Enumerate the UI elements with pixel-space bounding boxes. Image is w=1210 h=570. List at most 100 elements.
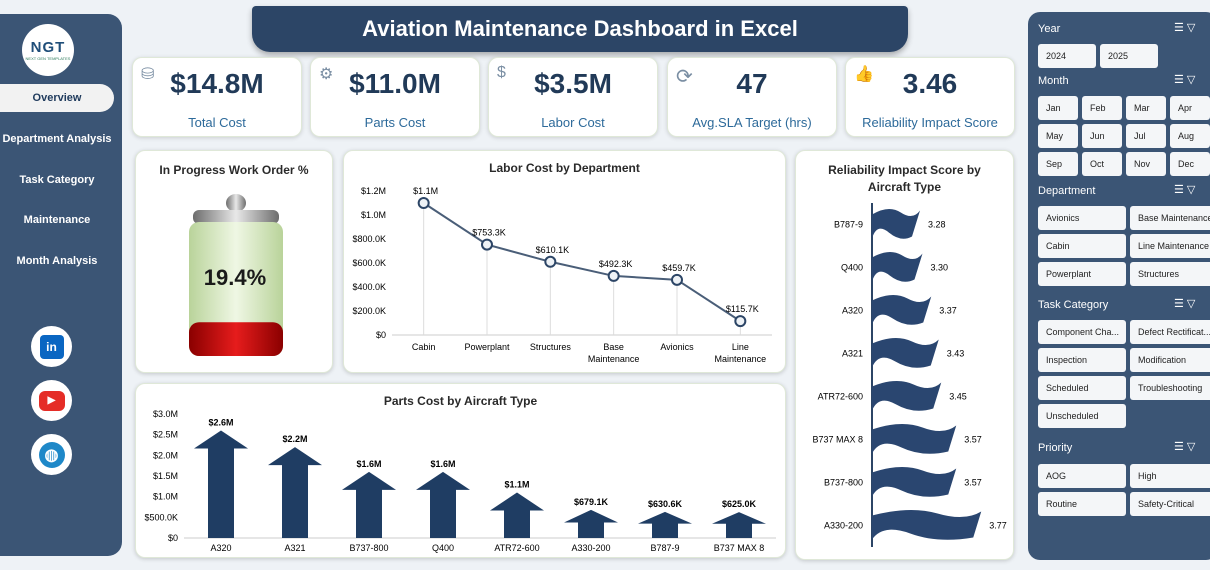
x-tick-label: Base [603, 342, 624, 352]
slicer-year-2024[interactable]: 2024 [1038, 44, 1096, 68]
bar [872, 208, 920, 239]
x-tick-label: B787-9 [650, 543, 679, 553]
slicer-item[interactable]: Oct [1082, 152, 1122, 176]
y-tick-label: $1.2M [361, 186, 386, 196]
slicer-item[interactable]: Routine [1038, 492, 1126, 516]
coins-icon: ⛁ [141, 66, 155, 83]
slicer-item[interactable]: Aug [1170, 124, 1210, 148]
linkedin-button[interactable]: in [31, 326, 72, 367]
slicer-item[interactable]: Structures [1130, 262, 1210, 286]
reliability-chart-card: Reliability Impact Score by Aircraft Typ… [795, 150, 1014, 560]
slicer-item[interactable]: Powerplant [1038, 262, 1126, 286]
x-tick-label: Line [732, 342, 749, 352]
nav-task-category[interactable]: Task Category [19, 174, 95, 186]
slicer-item[interactable]: Inspection [1038, 348, 1126, 372]
labor-cost-chart: $0 $200.0K $400.0K $600.0K $800.0K $1.0M $1.2M… [352, 186, 772, 364]
y-tick-label: Q400 [841, 263, 863, 273]
slicer-item[interactable]: Cabin [1038, 234, 1126, 258]
y-tick-label: A330-200 [824, 521, 863, 531]
data-label: $1.1M [413, 186, 438, 196]
y-tick-label: $1.0M [153, 492, 178, 502]
x-tick-label: A321 [284, 543, 305, 553]
slicer-item[interactable]: Dec [1170, 152, 1210, 176]
kpi-value: $3.5M [534, 68, 612, 99]
y-tick-label: A320 [842, 306, 863, 316]
bar [194, 430, 248, 538]
kpi-value: $11.0M [349, 68, 441, 99]
slicer-item[interactable]: Jul [1126, 124, 1166, 148]
data-label: $2.6M [208, 418, 233, 428]
logo-text: NGT [30, 39, 66, 56]
slicer-year-2025[interactable]: 2025 [1100, 44, 1158, 68]
bar [872, 380, 942, 411]
slicer-item[interactable]: Defect Rectificat... [1130, 320, 1210, 344]
x-tick-label: Avionics [660, 342, 694, 352]
x-tick-label: B737-800 [349, 543, 388, 553]
slicer-item[interactable]: Component Cha... [1038, 320, 1126, 344]
nav-maintenance[interactable]: Maintenance [23, 214, 91, 226]
data-label: 3.30 [931, 263, 949, 273]
nav-department-analysis[interactable]: Department Analysis [2, 133, 112, 145]
data-label: 3.37 [939, 306, 957, 316]
kpi-total-cost: ⛁ $14.8M Total Cost [132, 57, 302, 137]
slicer-item[interactable]: Troubleshooting [1130, 376, 1210, 400]
youtube-button[interactable]: ▶ [31, 380, 72, 421]
data-label: 3.57 [964, 435, 982, 445]
x-tick-label: Cabin [412, 342, 436, 352]
parts-icon: ⚙ [319, 66, 334, 83]
slicer-item[interactable]: Base Maintenance [1130, 206, 1210, 230]
x-tick-label: Powerplant [464, 342, 510, 352]
linkedin-icon: in [39, 334, 64, 359]
slicer-item[interactable]: May [1038, 124, 1078, 148]
slicer-item[interactable]: Scheduled [1038, 376, 1126, 400]
slicer-item[interactable]: Line Maintenance [1130, 234, 1210, 258]
priority-slicer-label: Priority [1038, 442, 1073, 454]
slicer-item[interactable]: Nov [1126, 152, 1166, 176]
slicer-item[interactable]: Jun [1082, 124, 1122, 148]
data-label: $630.6K [648, 499, 683, 509]
slicer-item[interactable]: Unscheduled [1038, 404, 1126, 428]
multiselect-icon[interactable]: ☰ ▽ [1174, 441, 1196, 453]
bar [638, 511, 692, 538]
website-button[interactable]: ◍ [31, 434, 72, 475]
x-tick-label: ATR72-600 [494, 543, 539, 553]
slicer-item[interactable]: Avionics [1038, 206, 1126, 230]
filter-panel: Year ☰ ▽ 2024 2025 Month ☰ ▽ Jan Feb Mar Ap… [1028, 12, 1210, 560]
y-tick-label: $1.0M [361, 210, 386, 220]
slicer-item[interactable]: Jan [1038, 96, 1078, 120]
multiselect-icon[interactable]: ☰ ▽ [1174, 22, 1196, 34]
youtube-icon: ▶ [38, 390, 65, 411]
y-tick-label: $600.0K [352, 258, 386, 268]
bar [872, 251, 923, 282]
data-label: 3.57 [964, 478, 982, 488]
slicer-item[interactable]: Mar [1126, 96, 1166, 120]
bar [268, 447, 322, 538]
bar [342, 471, 396, 538]
company-logo: NGT NEXT GEN TEMPLATES [22, 24, 74, 76]
nav-month-analysis[interactable]: Month Analysis [16, 255, 98, 267]
parts-cost-chart-card: Parts Cost by Aircraft Type $0 $500.0K $1.… [135, 383, 786, 558]
nav-overview[interactable]: Overview [0, 84, 114, 112]
kpi-label: Total Cost [188, 115, 246, 130]
multiselect-icon[interactable]: ☰ ▽ [1174, 298, 1196, 310]
slicer-item[interactable]: Apr [1170, 96, 1210, 120]
battery-value: 19.4% [204, 265, 266, 290]
multiselect-icon[interactable]: ☰ ▽ [1174, 184, 1196, 196]
bar [872, 423, 957, 454]
labor-cost-chart-card: Labor Cost by Department $0 $200.0K $400.0… [343, 150, 786, 373]
slicer-item[interactable]: Sep [1038, 152, 1078, 176]
slicer-item[interactable]: Safety-Critical [1130, 492, 1210, 516]
slicer-item[interactable]: AOG [1038, 464, 1126, 488]
bar [872, 337, 939, 368]
data-label: $1.6M [430, 459, 455, 469]
bar [416, 471, 470, 538]
kpi-label: Avg.SLA Target (hrs) [692, 115, 812, 130]
slicer-item[interactable]: Modification [1130, 348, 1210, 372]
parts-chart-title: Parts Cost by Aircraft Type [383, 394, 538, 408]
battery-title: In Progress Work Order % [159, 163, 309, 177]
slicer-item[interactable]: High [1130, 464, 1210, 488]
multiselect-icon[interactable]: ☰ ▽ [1174, 74, 1196, 86]
y-tick-label: $400.0K [352, 282, 386, 292]
y-tick-label: $0 [376, 330, 386, 340]
slicer-item[interactable]: Feb [1082, 96, 1122, 120]
